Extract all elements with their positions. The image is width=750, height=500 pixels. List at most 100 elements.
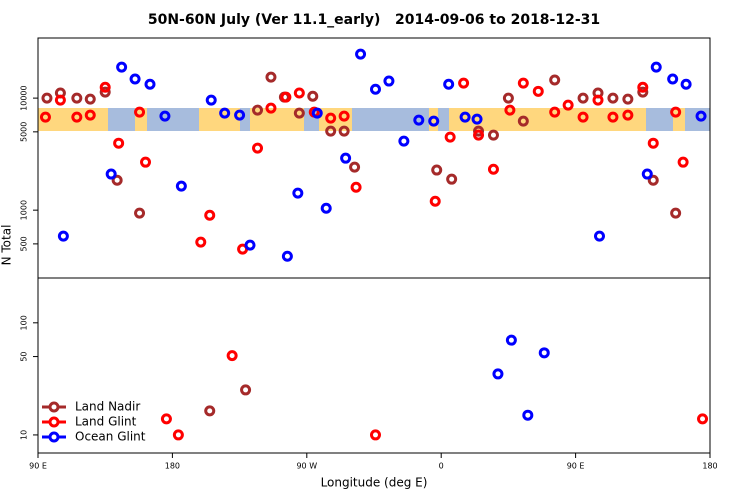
- point: [99, 81, 111, 93]
- y-tick-label: 50: [20, 351, 29, 361]
- point: [71, 92, 83, 104]
- legend-label: Ocean Glint: [75, 430, 146, 444]
- point: [338, 125, 350, 137]
- point: [84, 93, 96, 105]
- point: [325, 125, 337, 137]
- point: [695, 110, 707, 122]
- point: [54, 94, 66, 106]
- point: [41, 92, 53, 104]
- legend-label: Land Nadir: [75, 400, 140, 414]
- point: [265, 102, 277, 114]
- point: [140, 156, 152, 168]
- point: [670, 106, 682, 118]
- y-tick-label: 10: [20, 430, 29, 440]
- map-strip: [38, 108, 710, 131]
- x-axis-label: Longitude (deg E): [321, 476, 428, 490]
- point: [398, 135, 410, 147]
- point: [204, 405, 216, 417]
- point: [622, 93, 634, 105]
- point: [667, 73, 679, 85]
- point: [502, 92, 514, 104]
- legend-label: Land Glint: [75, 415, 137, 429]
- point: [252, 104, 264, 116]
- point: [532, 85, 544, 97]
- point: [431, 164, 443, 176]
- y-tick-label: 5000: [20, 122, 29, 142]
- point: [111, 174, 123, 186]
- point: [504, 104, 516, 116]
- point: [446, 173, 458, 185]
- point: [647, 137, 659, 149]
- point: [265, 71, 277, 83]
- point: [677, 156, 689, 168]
- point: [84, 109, 96, 121]
- point: [252, 142, 264, 154]
- point: [71, 111, 83, 123]
- point: [204, 209, 216, 221]
- point: [577, 92, 589, 104]
- point: [219, 107, 231, 119]
- x-tick-label: 0: [439, 462, 444, 471]
- point: [443, 78, 455, 90]
- point: [487, 163, 499, 175]
- point: [307, 90, 319, 102]
- point: [593, 230, 605, 242]
- y-tick-label: 500: [20, 236, 29, 251]
- land: [250, 108, 304, 131]
- point: [355, 48, 367, 60]
- point: [607, 92, 619, 104]
- panel-frame: [37, 37, 711, 279]
- point: [134, 106, 146, 118]
- point: [244, 239, 256, 251]
- point: [458, 77, 470, 89]
- point: [383, 75, 395, 87]
- x-tick-label: 90 W: [296, 462, 317, 471]
- point: [697, 413, 709, 425]
- point: [670, 207, 682, 219]
- point: [234, 109, 246, 121]
- point: [459, 111, 471, 123]
- point: [320, 202, 332, 214]
- point: [517, 115, 529, 127]
- point: [134, 207, 146, 219]
- point: [492, 368, 504, 380]
- y-tick-label: 1000: [20, 200, 29, 220]
- point: [369, 83, 381, 95]
- point: [129, 73, 141, 85]
- point: [160, 413, 172, 425]
- point: [538, 347, 550, 359]
- point: [607, 111, 619, 123]
- point: [473, 125, 485, 137]
- point: [113, 137, 125, 149]
- y-tick-label: 10000: [20, 85, 29, 110]
- y-axis-label: N Total: [0, 225, 14, 266]
- point: [487, 129, 499, 141]
- point: [281, 250, 293, 262]
- land: [673, 108, 685, 131]
- point: [637, 81, 649, 93]
- point: [57, 230, 69, 242]
- point: [549, 106, 561, 118]
- x-tick-label: 180: [702, 462, 717, 471]
- chart-title: 50N-60N July (Ver 11.1_early) 2014-09-06…: [148, 12, 600, 28]
- point: [350, 181, 362, 193]
- point: [473, 129, 485, 141]
- point: [592, 94, 604, 106]
- point: [338, 110, 350, 122]
- point: [471, 113, 483, 125]
- x-tick-label: 90 E: [29, 462, 47, 471]
- point: [280, 91, 292, 103]
- point: [577, 111, 589, 123]
- point: [641, 168, 653, 180]
- legend-marker: [48, 401, 60, 413]
- point: [340, 152, 352, 164]
- point: [680, 78, 692, 90]
- point: [413, 114, 425, 126]
- point: [647, 174, 659, 186]
- x-tick-label: 180: [165, 462, 180, 471]
- point: [428, 115, 440, 127]
- x-tick-label: 90 E: [567, 462, 585, 471]
- point: [144, 78, 156, 90]
